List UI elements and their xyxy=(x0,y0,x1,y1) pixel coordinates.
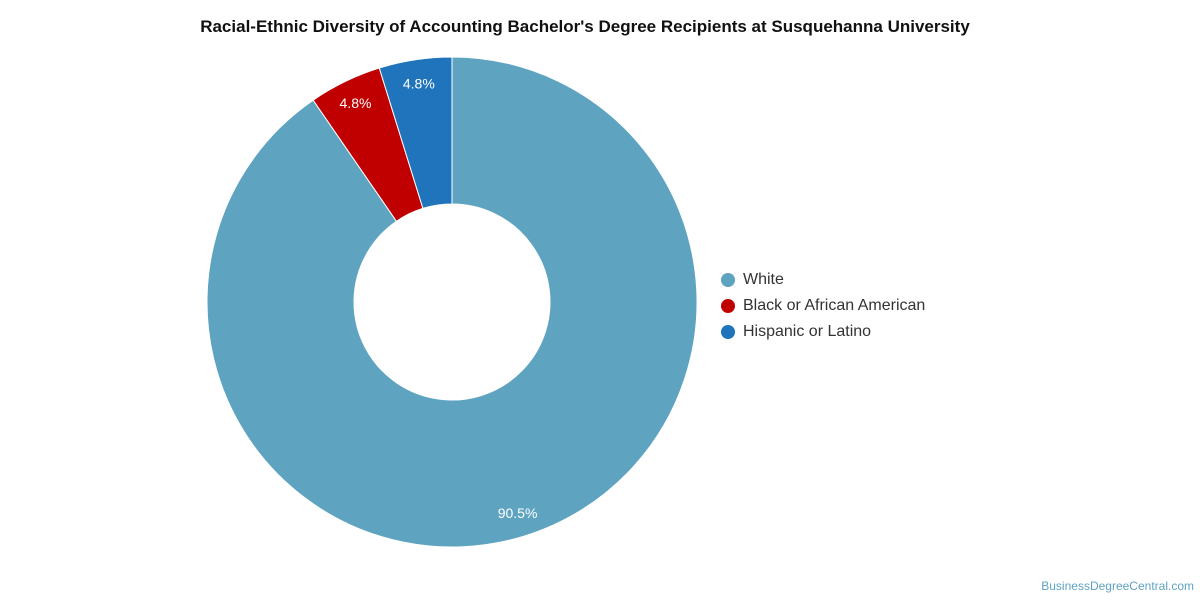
slice-label-hispanic-or-latino: 4.8% xyxy=(403,76,435,92)
slice-label-black-or-african-american: 4.8% xyxy=(340,95,372,111)
legend-label-black-or-african-american: Black or African American xyxy=(743,297,926,314)
slice-label-white: 90.5% xyxy=(498,505,538,521)
legend-item-white[interactable]: White xyxy=(721,267,925,293)
legend-swatch-hispanic-or-latino xyxy=(721,325,735,339)
legend-item-black-or-african-american[interactable]: Black or African American xyxy=(721,293,925,319)
slice-white[interactable] xyxy=(206,56,698,548)
legend-swatch-black-or-african-american xyxy=(721,299,735,313)
legend-item-hispanic-or-latino[interactable]: Hispanic or Latino xyxy=(721,319,925,345)
slice-hispanic-or-latino[interactable] xyxy=(378,56,453,210)
legend-label-white: White xyxy=(743,271,784,288)
legend-label-hispanic-or-latino: Hispanic or Latino xyxy=(743,323,872,340)
source-credit[interactable]: BusinessDegreeCentral.com xyxy=(1041,579,1194,593)
legend-swatch-white xyxy=(721,273,735,287)
chart-title: Racial-Ethnic Diversity of Accounting Ba… xyxy=(200,17,970,36)
legend: White Black or African American Hispanic… xyxy=(721,267,925,345)
